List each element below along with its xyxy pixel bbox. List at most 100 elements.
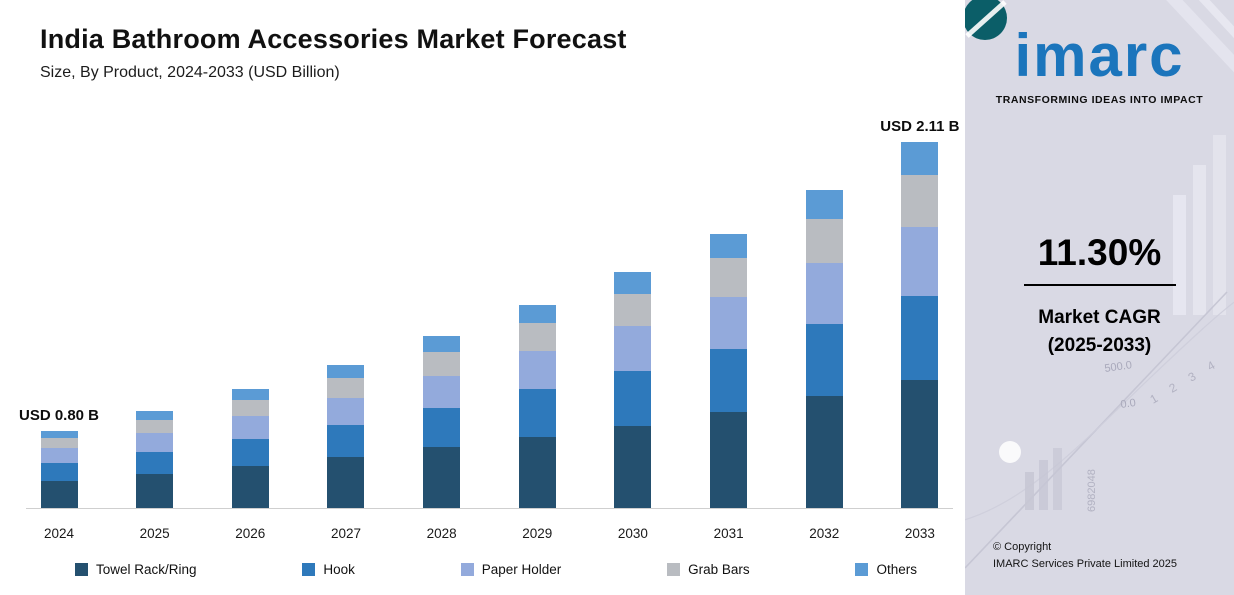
x-axis-label-2027: 2027 — [330, 526, 361, 541]
x-axis-labels: 2024 2025 2026 2027 2028 2029 2030 2031 2032 2033 — [26, 526, 953, 541]
bar-2028 — [423, 336, 461, 508]
bar-segment-hook-2028 — [423, 407, 461, 448]
legend-label-paper-holder: Paper Holder — [481, 562, 562, 577]
bar-segment-paper-holder-2033 — [901, 226, 939, 296]
bar-segment-towel-rack-ring-2025 — [136, 473, 174, 508]
bar-segment-towel-rack-ring-2029 — [518, 436, 556, 508]
bar-segment-others-2031 — [710, 234, 748, 259]
bar-segment-towel-rack-ring-2032 — [805, 396, 843, 508]
bar-segment-hook-2026 — [231, 438, 269, 467]
cagr-period: (2025-2033) — [1047, 334, 1152, 356]
bar-segment-hook-2027 — [327, 424, 365, 458]
bar-column-2031 — [698, 234, 760, 508]
legend-label-towel-rack-ring: Towel Rack/Ring — [96, 562, 197, 577]
cagr-value: 11.30% — [1037, 232, 1162, 273]
bar-segment-paper-holder-2027 — [327, 397, 365, 425]
bar-segment-hook-2030 — [614, 371, 652, 426]
bar-segment-others-2033 — [901, 142, 939, 175]
bar-segment-grab-bars-2026 — [231, 399, 269, 417]
bar-segment-towel-rack-ring-2028 — [423, 447, 461, 508]
cagr-divider — [1023, 284, 1176, 286]
legend-label-others: Others — [876, 562, 917, 577]
copyright-line2: IMARC Services Private Limited 2025 — [993, 557, 1178, 570]
bar-segment-hook-2032 — [805, 323, 843, 397]
bar-segment-paper-holder-2029 — [518, 350, 556, 390]
bar-segment-hook-2029 — [518, 389, 556, 437]
chart-title: India Bathroom Accessories Market Foreca… — [40, 24, 627, 54]
cagr-block: 11.30% Market CAGR (2025-2033) — [965, 232, 1234, 359]
bar-segment-towel-rack-ring-2027 — [327, 457, 365, 508]
bar-segment-paper-holder-2024 — [40, 448, 78, 464]
bar-segment-paper-holder-2032 — [805, 262, 843, 324]
imarc-logo: imarc TRANSFORMING IDEAS INTO IMPACT — [965, 26, 1234, 107]
bar-segment-others-2032 — [805, 190, 843, 219]
bar-segment-hook-2033 — [901, 295, 939, 381]
bar-segment-grab-bars-2024 — [40, 437, 78, 449]
bar-segment-grab-bars-2031 — [710, 258, 748, 298]
legend-swatch-hook — [302, 563, 316, 576]
bar-value-label-2033: USD 2.11 B — [880, 118, 960, 135]
bar-2032 — [805, 190, 843, 508]
legend-swatch-others — [855, 563, 869, 576]
bar-column-2028 — [411, 336, 473, 508]
bar-column-2025 — [124, 411, 186, 508]
watermark-number: 0.0 — [1120, 397, 1137, 411]
bar-segment-grab-bars-2030 — [614, 293, 652, 327]
chart-legend: Towel Rack/Ring Hook Paper Holder Grab Bars… — [75, 562, 917, 577]
bar-segment-grab-bars-2027 — [327, 378, 365, 398]
bar-segment-hook-2025 — [136, 451, 174, 474]
legend-label-grab-bars: Grab Bars — [688, 562, 750, 577]
bar-segment-others-2026 — [231, 389, 269, 400]
bar-2024 — [40, 431, 78, 508]
x-axis-label-2032: 2032 — [809, 526, 840, 541]
bar-segment-towel-rack-ring-2033 — [901, 380, 939, 508]
bar-segment-others-2027 — [327, 365, 365, 378]
bar-segment-others-2024 — [40, 431, 78, 438]
imarc-tagline: TRANSFORMING IDEAS INTO IMPACT — [995, 94, 1204, 106]
cagr-label: Market CAGR — [1038, 307, 1161, 328]
bar-column-2029 — [506, 305, 568, 508]
x-axis-label-2025: 2025 — [139, 526, 170, 541]
x-axis-label-2028: 2028 — [426, 526, 457, 541]
x-axis-label-2031: 2031 — [713, 526, 744, 541]
bar-segment-grab-bars-2029 — [518, 322, 556, 351]
bar-segment-paper-holder-2026 — [231, 416, 269, 439]
bar-segment-others-2025 — [136, 411, 174, 420]
bar-segment-paper-holder-2030 — [614, 326, 652, 372]
bar-2029 — [518, 305, 556, 508]
sidebar: 500.0 0.0 1 2 3 4 6982048 imarc TRANSFOR… — [965, 0, 1234, 595]
bar-2031 — [710, 234, 748, 508]
bar-segment-towel-rack-ring-2031 — [710, 412, 748, 508]
x-axis-label-2033: 2033 — [904, 526, 935, 541]
legend-swatch-towel-rack-ring — [75, 563, 88, 576]
bar-column-2030 — [602, 272, 664, 508]
legend-item-paper-holder: Paper Holder — [460, 562, 562, 577]
bar-column-2026 — [219, 389, 281, 508]
legend-item-grab-bars: Grab Bars — [667, 562, 750, 577]
watermark-number: 6982048 — [1086, 469, 1098, 512]
bar-2030 — [614, 272, 652, 508]
bar-column-2033: USD 2.11 B — [880, 118, 960, 508]
bar-2033 — [901, 142, 939, 508]
bar-segment-paper-holder-2028 — [423, 375, 461, 408]
x-axis-label-2024: 2024 — [43, 526, 75, 541]
bar-2025 — [136, 411, 174, 508]
bar-segment-grab-bars-2032 — [805, 218, 843, 263]
chart-area: USD 0.80 B USD 2.11 B — [19, 100, 960, 509]
x-axis-label-2026: 2026 — [235, 526, 266, 541]
bar-column-2027 — [315, 365, 377, 508]
bar-segment-paper-holder-2031 — [710, 297, 748, 350]
watermark-number: 1 2 3 4 — [1148, 355, 1223, 406]
bar-segment-towel-rack-ring-2026 — [231, 466, 269, 508]
copyright: © Copyright IMARC Services Private Limit… — [993, 539, 1177, 573]
x-axis-label-2029: 2029 — [522, 526, 553, 541]
bar-segment-others-2030 — [614, 272, 652, 294]
bar-segment-towel-rack-ring-2030 — [614, 425, 652, 508]
legend-swatch-grab-bars — [667, 563, 681, 576]
copyright-line1: © Copyright — [993, 540, 1052, 553]
chart-panel: India Bathroom Accessories Market Foreca… — [18, 24, 960, 577]
chart-plot: USD 0.80 B USD 2.11 B — [19, 100, 960, 509]
x-axis-label-2030: 2030 — [617, 526, 648, 541]
bar-2026 — [231, 389, 269, 508]
